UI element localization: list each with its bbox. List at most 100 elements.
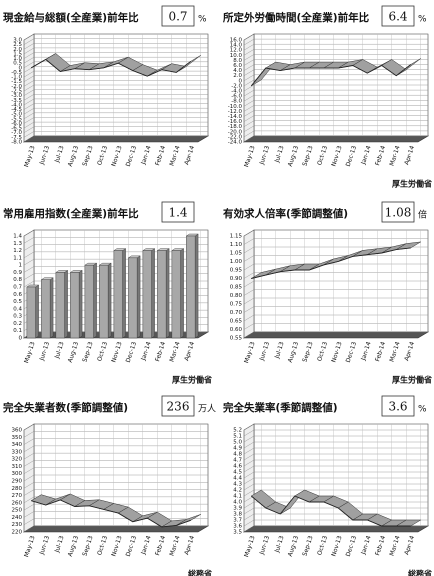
y-tick-label: 12.0 (230, 48, 243, 54)
grid-line-side (23, 266, 35, 273)
y-tick-label: 1.1 (13, 255, 22, 261)
grid-line-side (243, 289, 255, 296)
y-tick-label: 1.15 (230, 234, 243, 240)
value-box (381, 201, 415, 223)
value-box (161, 5, 195, 27)
y-tick-label: 3.9 (233, 506, 242, 512)
grid-line-side (23, 229, 35, 237)
x-tick-label: Sep-13 (301, 341, 314, 363)
data-line (250, 495, 411, 527)
grid-line-side (243, 95, 255, 102)
bar-side (180, 248, 184, 339)
unit: % (198, 15, 207, 25)
floor (242, 525, 430, 533)
grid-line-side (243, 238, 255, 245)
grid-line-side (243, 507, 255, 515)
x-tick-label: Nov-13 (330, 145, 343, 168)
x-tick-label: Mar-14 (169, 535, 182, 557)
bar-side (35, 284, 39, 339)
bar (186, 235, 196, 339)
x-tick-label: Oct-13 (96, 535, 109, 557)
x-tick-label: Jan-14 (360, 145, 373, 166)
y-tick-label: 0.95 (230, 268, 243, 274)
grid-line-side (243, 125, 255, 132)
y-tick-label: 2.0 (13, 47, 22, 53)
y-tick-label: 300 (12, 471, 23, 477)
grid-line-side (243, 38, 255, 46)
y-tick-label: -4.0 (11, 102, 22, 108)
grid-line-side (23, 503, 35, 511)
grid-line-side (23, 280, 35, 288)
grid-line-side (23, 126, 35, 133)
y-tick-label: 1.0 (13, 56, 22, 62)
x-tick-label: May-13 (243, 535, 257, 558)
chart-title: 常用雇用指数(全産業)前年比 (3, 207, 139, 220)
grid-line-side (243, 44, 255, 51)
y-tick-label: 340 (12, 442, 23, 448)
x-tick-label: Apr-14 (183, 341, 196, 362)
y-tick-label: 2.0 (233, 73, 242, 79)
grid-line-side (23, 80, 35, 87)
x-tick-label: Jun-13 (38, 341, 51, 363)
y-tick-label: 310 (12, 464, 23, 470)
y-tick-label: 0.90 (230, 276, 243, 282)
grid-line-side (23, 237, 35, 244)
y-tick-label: -2.0 (231, 83, 242, 89)
grid-line-side (23, 70, 35, 78)
bar-side (107, 262, 112, 339)
floor (22, 525, 210, 533)
grid-line-side (23, 518, 35, 525)
grid-line-side (243, 465, 255, 473)
y-tick-label: -6.0 (11, 121, 22, 127)
y-tick-label: 0.2 (13, 321, 22, 327)
x-tick-label: Dec-13 (125, 145, 138, 168)
data-line (251, 247, 411, 279)
x-tick-label: Jul-13 (53, 535, 65, 554)
chart-panel: 現金給与総額(全産業)前年比 0.7 % 3.02.52.01.51.00.50-0.… (3, 5, 210, 168)
chart-panel: 完全失業率(季節調整値) 3.6 % 総務省 5.25.15.04.94.84.74.6… (223, 395, 432, 576)
grid-line-side (23, 511, 35, 518)
grid-line-side (243, 435, 255, 443)
x-tick-label: Jun-13 (38, 535, 51, 557)
x-tick-label: Oct-13 (316, 145, 329, 167)
grid-line-side (23, 460, 35, 467)
grid-line-side (243, 130, 255, 138)
grid-line-side (23, 452, 35, 460)
x-tick-label: Jul-13 (53, 145, 65, 164)
y-tick-label: 1.3 (13, 241, 22, 247)
y-tick-label: 0.65 (230, 319, 243, 325)
grid-line-side (23, 121, 35, 129)
x-tick-label: Aug-13 (67, 341, 80, 364)
bar-side (151, 248, 155, 339)
y-tick-label: 0.3 (13, 314, 22, 320)
grid-line-side (23, 43, 35, 50)
x-tick-label: Oct-13 (316, 535, 329, 557)
value-box-text: 1.4 (168, 206, 187, 220)
grid-line-side (243, 280, 255, 288)
value-box (381, 5, 415, 27)
x-tick-label: May-13 (243, 341, 257, 364)
x-tick-label: Aug-13 (287, 535, 300, 558)
y-tick-label: 1.10 (230, 242, 243, 248)
grid-line-side (243, 33, 255, 41)
y-tick-label: 4.0 (233, 500, 242, 506)
bar-side (136, 255, 141, 339)
x-tick-label: Dec-13 (345, 341, 358, 364)
side-wall (243, 423, 255, 533)
bar-side (122, 248, 126, 339)
grid-line-side (243, 272, 255, 279)
grid-line-side (243, 441, 255, 449)
bar (84, 264, 94, 339)
x-tick-label: Feb-14 (154, 341, 167, 363)
y-tick-label: 10.0 (230, 53, 243, 59)
x-tick-label: Mar-14 (169, 145, 182, 167)
grid-line-side (243, 513, 255, 521)
chart-title: 現金給与総額(全産業)前年比 (3, 11, 139, 24)
bar (99, 264, 109, 339)
y-tick-label: 270 (12, 493, 23, 499)
y-tick-label: 330 (12, 449, 23, 455)
floor (242, 135, 430, 143)
bar (171, 250, 181, 339)
